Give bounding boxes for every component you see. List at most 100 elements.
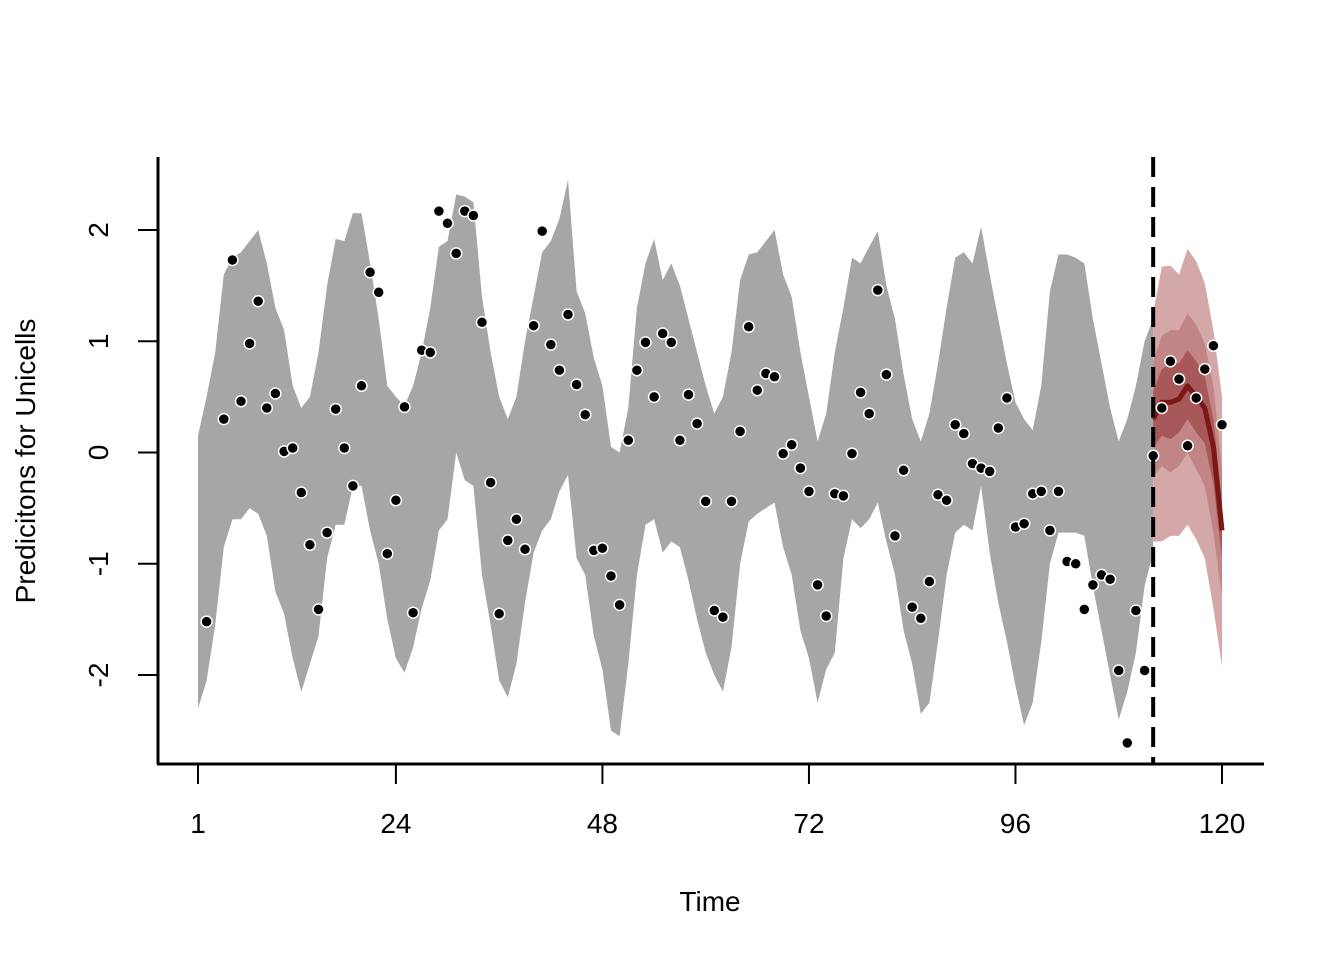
data-point [794,461,807,475]
data-point [501,534,515,547]
x-axis-title: Time [679,886,740,917]
data-point [604,569,618,583]
data-point [338,441,351,455]
data-point [690,417,704,430]
data-point [535,224,549,238]
data-point [1043,524,1057,537]
plot-area [198,157,1229,764]
data-point [665,336,678,349]
data-point [398,400,411,414]
data-point [217,412,231,426]
data-point [622,434,635,447]
data-point [923,575,936,588]
data-point [596,541,609,555]
y-tick-label: -1 [83,551,114,576]
data-point [312,603,325,616]
data-point [811,578,824,592]
data-point [708,604,721,617]
data-point [243,337,256,350]
data-point [647,390,661,404]
data-point [320,526,334,539]
data-point [553,363,566,377]
data-point [1129,604,1143,617]
data-point [742,320,755,334]
data-point [561,308,575,321]
data-point [940,494,953,507]
axes [156,157,1264,766]
data-point [630,363,644,377]
data-point [682,388,695,401]
data-point [983,465,996,478]
data-point [854,386,867,399]
data-point [372,286,385,299]
data-point [1207,339,1220,352]
x-axis-ticks: 1 24 48 72 96 120 [190,764,1245,839]
data-point [432,204,446,218]
data-point [226,253,239,267]
data-point [251,294,265,308]
data-point [880,368,893,381]
data-point [200,615,213,628]
data-point [234,395,248,408]
data-point [725,495,738,508]
data-point [733,425,747,438]
data-point [1172,372,1186,386]
data-point [957,427,971,440]
data-point [931,488,945,502]
y-tick-label: -2 [83,663,114,688]
y-tick-label: 1 [83,334,114,350]
data-point [269,387,282,400]
data-point [355,379,368,393]
data-point [888,529,902,543]
data-point [1189,391,1203,405]
data-point [424,346,437,359]
data-point [1155,401,1169,415]
history-interval-band [198,179,1154,737]
data-point [449,247,463,260]
data-point [768,370,781,384]
y-tick-label: 0 [83,445,114,461]
y-tick-label: 2 [83,222,114,238]
data-point [639,336,652,349]
data-point [1215,418,1229,431]
data-point [837,489,850,503]
data-point [1164,355,1177,368]
x-tick-label: 48 [587,808,618,839]
data-point [295,486,308,499]
data-point [484,476,497,489]
x-tick-label: 96 [1000,808,1031,839]
data-point [346,479,360,493]
data-point [802,485,816,498]
data-point [1000,391,1014,405]
data-point [406,606,420,619]
data-point [329,402,342,416]
data-point [1069,557,1082,571]
data-point [303,538,317,552]
data-point [570,378,583,391]
data-point [673,434,687,447]
y-axis-ticks: -2 -1 0 1 2 [83,222,158,687]
data-point [845,447,859,460]
data-point [656,327,669,340]
data-point [716,610,730,624]
data-point [492,607,506,621]
data-point [785,438,798,451]
data-point [544,338,558,351]
data-point [1017,517,1031,530]
data-point [1035,485,1048,498]
data-point [363,266,377,279]
data-point [1121,736,1134,750]
data-point [475,316,489,329]
x-tick-label: 72 [793,808,824,839]
data-point [389,494,403,507]
data-point [1181,439,1194,453]
data-point [286,441,299,455]
data-point [699,495,712,508]
data-point [862,407,876,420]
data-point [992,421,1005,435]
data-point [897,464,910,477]
data-point [613,598,626,612]
x-tick-label: 120 [1199,808,1246,839]
data-point [751,383,764,397]
